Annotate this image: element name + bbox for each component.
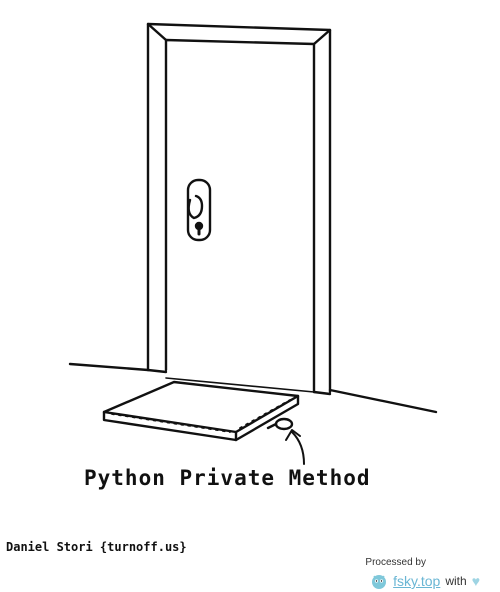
with-text: with [445,574,467,588]
key-bow [274,417,294,431]
key-blade [266,422,278,430]
doormat-stitching [111,399,291,433]
heart-icon: ♥ [471,573,480,589]
door-gap [165,377,315,393]
door-frame-miter-right [312,28,332,46]
floor-line-right [328,388,438,414]
doormat-side [234,394,300,442]
floor-line-left [68,362,150,372]
pointer-arrow [291,431,305,465]
author-signature: Daniel Stori {turnoff.us} [6,540,187,554]
watermark-brand-row: fsky.top with ♥ [330,572,480,590]
door-bottom-right [312,390,332,396]
door-frame-inner [164,38,316,394]
door-bottom-left [146,368,168,374]
handle-knob [187,194,204,220]
fsky-logo-icon [372,575,387,589]
doormat-front [102,410,238,442]
watermark-label: Processed by [365,557,426,568]
door-frame-outer [146,22,332,394]
door-frame-miter-left [146,22,168,42]
comic-caption: Python Private Method [84,466,371,490]
watermark: Processed by fsky.top with ♥ [330,556,480,590]
pointer-arrow-head [285,429,301,441]
brand-link[interactable]: fsky.top [393,573,441,589]
